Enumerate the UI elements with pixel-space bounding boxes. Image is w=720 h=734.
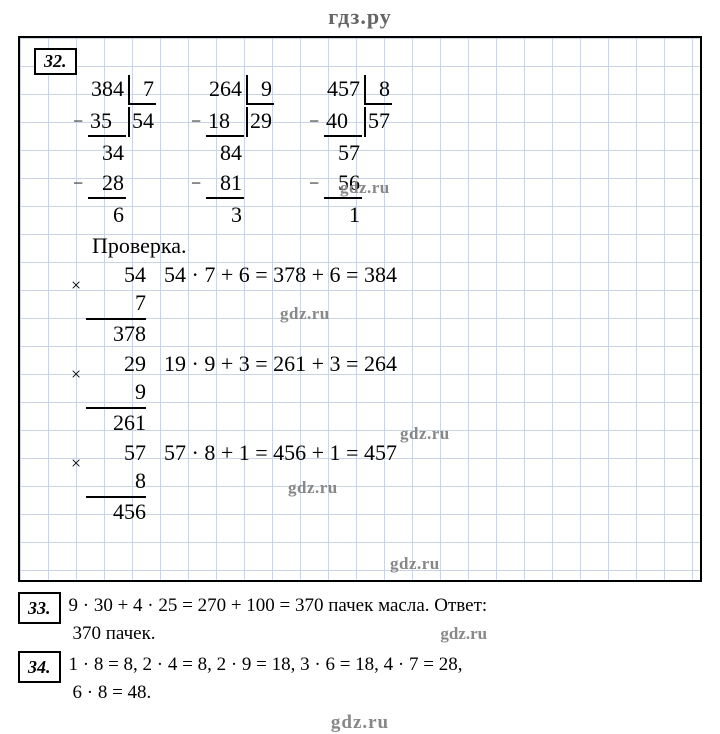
check-row-1: 54 7 378 54 · 7 + 6 = 378 + 6 = 384 [86, 261, 690, 348]
check-eq-2: 19 · 9 + 3 = 261 + 3 = 264 [164, 350, 397, 378]
check-label: Проверка. [92, 233, 690, 259]
problem-32-number: 32. [34, 48, 77, 75]
top-watermark: гдз.ру [18, 4, 702, 30]
mult-b: 7 [86, 289, 146, 317]
problem-34-text2: 6 · 8 = 48. [73, 682, 152, 703]
long-division-2: 2649 1829 84 81 3 [204, 73, 276, 231]
long-division-3: 4578 4057 57 56 1 [322, 73, 394, 231]
problem-34-text: 1 · 8 = 8, 2 · 4 = 8, 2 · 9 = 18, 3 · 6 … [69, 654, 463, 675]
mult-a: 29 [86, 350, 146, 378]
mult-b: 9 [86, 378, 146, 406]
bottom-watermark: gdz.ru [18, 712, 702, 734]
problem-33-text2: 370 пачек. [73, 623, 156, 644]
long-division-1: 3847 3554 34 28 6 [86, 73, 158, 231]
watermark-icon: gdz.ru [440, 624, 487, 643]
watermark-icon: gdz.ru [390, 554, 440, 574]
long-division-row: 3847 3554 34 28 6 2649 1829 84 81 3 4578 [86, 73, 690, 231]
check-eq-1: 54 · 7 + 6 = 378 + 6 = 384 [164, 261, 397, 289]
problem-34: 34. 1 · 8 = 8, 2 · 4 = 8, 2 · 9 = 18, 3 … [18, 651, 702, 706]
mult-prod: 261 [86, 409, 146, 437]
mult-b: 8 [86, 467, 146, 495]
mult-a: 57 [86, 439, 146, 467]
mult-a: 54 [86, 261, 146, 289]
problem-33-text: 9 · 30 + 4 · 25 = 270 + 100 = 370 пачек … [69, 595, 488, 616]
check-eq-3: 57 · 8 + 1 = 456 + 1 = 457 [164, 439, 397, 467]
problem-34-number: 34. [18, 651, 61, 683]
check-row-2: 29 9 261 19 · 9 + 3 = 261 + 3 = 264 [86, 350, 690, 437]
mult-prod: 456 [86, 498, 146, 526]
mult-prod: 378 [86, 320, 146, 348]
problem-33: 33. 9 · 30 + 4 · 25 = 270 + 100 = 370 па… [18, 592, 702, 647]
problem-32-box: 32. 3847 3554 34 28 6 2649 1829 84 81 3 [18, 36, 702, 582]
problem-33-number: 33. [18, 592, 61, 624]
check-row-3: 57 8 456 57 · 8 + 1 = 456 + 1 = 457 [86, 439, 690, 526]
